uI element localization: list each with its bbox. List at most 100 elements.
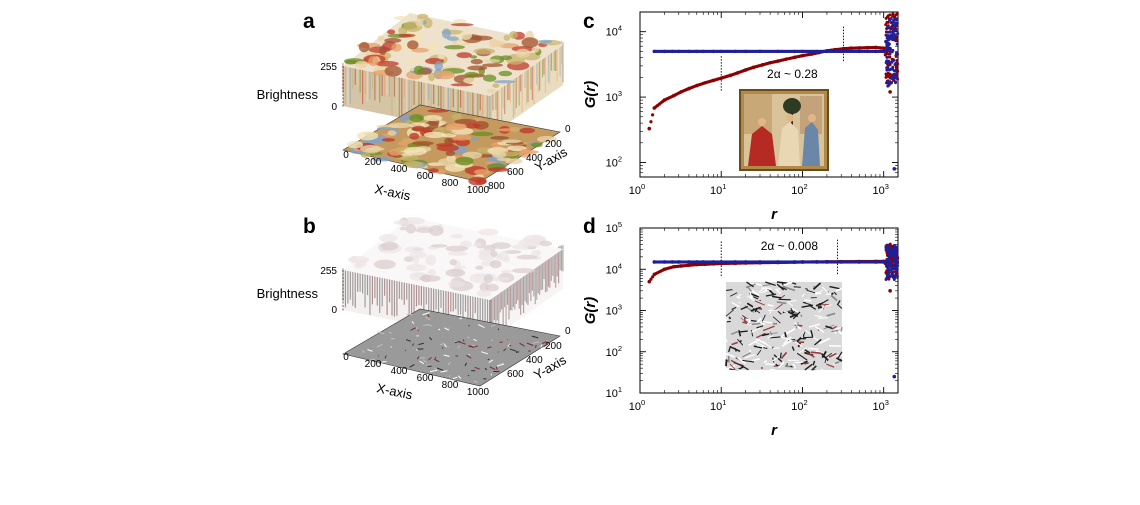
block-top-texture	[531, 250, 541, 256]
block-top-texture	[539, 40, 552, 44]
y-tick-label: 103	[606, 303, 622, 318]
block-top-texture	[539, 241, 552, 247]
block-top-texture	[394, 16, 411, 20]
y-tick-exponent: 4	[618, 24, 622, 33]
data-point	[889, 247, 892, 250]
block-top-texture	[378, 36, 385, 41]
block-top-texture	[445, 246, 468, 252]
block-top-texture	[384, 38, 401, 43]
data-point	[892, 59, 895, 62]
block-top-texture	[448, 280, 465, 287]
y-tick-label: 102	[606, 154, 622, 169]
painting-texture-mark	[382, 138, 395, 142]
inset-drip-stroke	[763, 348, 767, 349]
block-top-texture	[489, 38, 498, 47]
painting-texture-mark	[519, 128, 535, 134]
block-top-texture	[375, 61, 399, 67]
painting-texture-mark	[450, 375, 451, 377]
panel-d-letter: d	[583, 215, 596, 238]
painting-texture-mark	[492, 151, 507, 157]
block-top-texture	[484, 274, 493, 283]
block-top-texture	[398, 34, 415, 37]
block-top-texture	[419, 275, 440, 282]
data-point	[885, 52, 888, 55]
y-tick-label: 101	[606, 385, 622, 400]
painting-texture-mark	[400, 155, 418, 161]
exponent-annotation: 2α ~ 0.28	[767, 67, 818, 81]
block-top-texture	[475, 265, 483, 269]
panel-a-x-tick: 600	[417, 171, 434, 182]
block-top-texture	[473, 243, 482, 247]
painting-texture-mark	[497, 158, 512, 162]
painting-texture-mark	[426, 365, 430, 366]
data-point	[649, 120, 652, 123]
data-point	[896, 32, 899, 35]
data-point	[888, 43, 891, 46]
x-tick-label: 101	[710, 398, 726, 413]
painting-texture-mark	[488, 359, 490, 360]
block-top-texture	[391, 43, 401, 51]
y-tick-exponent: 4	[618, 261, 622, 270]
data-point	[884, 76, 887, 79]
block-top-texture	[359, 42, 370, 53]
block-top-texture	[482, 63, 503, 67]
block-top-texture	[449, 259, 456, 265]
inset-drip-stroke	[785, 366, 794, 367]
data-point	[892, 167, 896, 171]
inset-drip-stroke	[808, 348, 818, 349]
block-top-texture	[437, 54, 445, 60]
exponent-annotation: 2α ~ 0.008	[761, 239, 819, 253]
inset-head	[758, 118, 766, 126]
block-top-texture	[478, 229, 498, 236]
block-top-texture	[519, 238, 542, 247]
x-tick-label: 101	[710, 182, 726, 197]
inset-drip-stroke	[750, 350, 751, 353]
data-point	[885, 59, 888, 62]
data-point	[892, 36, 895, 39]
data-point	[893, 32, 896, 35]
panel-b-z-label: Brightness	[257, 286, 319, 301]
block-top-texture	[456, 52, 471, 58]
data-point	[885, 34, 888, 37]
panel-c-letter: c	[583, 10, 595, 33]
y-tick-exponent: 2	[618, 154, 622, 163]
block-top-texture	[479, 249, 492, 256]
block-top-texture	[493, 80, 515, 83]
panel-a-z-tick-0: 0	[331, 102, 337, 113]
painting-texture-mark	[502, 140, 521, 144]
block-top-texture	[355, 61, 368, 68]
y-tick-exponent: 1	[618, 385, 622, 394]
y-axis-label: G(r)	[582, 81, 599, 109]
block-top-texture	[404, 256, 414, 262]
inset-drip-stroke	[765, 364, 774, 365]
block-top-texture	[425, 255, 436, 266]
inset-drip-stroke	[739, 302, 741, 303]
data-point	[893, 63, 896, 66]
data-point	[886, 37, 889, 40]
y-tick-label: 102	[606, 344, 622, 359]
block-top-texture	[531, 47, 539, 53]
y-tick-exponent: 2	[618, 344, 622, 353]
painting-texture-mark	[446, 151, 455, 157]
y-tick-label: 104	[606, 24, 622, 39]
block-top-texture	[434, 72, 455, 80]
data-point	[895, 275, 898, 278]
data-point	[890, 268, 893, 271]
block-top-texture	[348, 256, 369, 264]
block-top-texture	[522, 37, 539, 48]
block-top-texture	[374, 260, 396, 269]
panel-a-y-tick: 800	[488, 181, 505, 192]
block-top-texture	[442, 28, 451, 38]
data-point	[893, 75, 896, 78]
inset-drip-stroke	[831, 293, 833, 294]
data-point	[890, 254, 893, 257]
inset-drip-stroke	[811, 352, 821, 353]
x-tick-exponent: 1	[722, 182, 726, 191]
block-top-texture	[512, 268, 536, 273]
data-point	[892, 271, 895, 274]
data-point	[895, 256, 898, 259]
inset-tree	[783, 98, 801, 114]
data-point	[896, 248, 899, 251]
painting-texture-mark	[427, 109, 448, 112]
